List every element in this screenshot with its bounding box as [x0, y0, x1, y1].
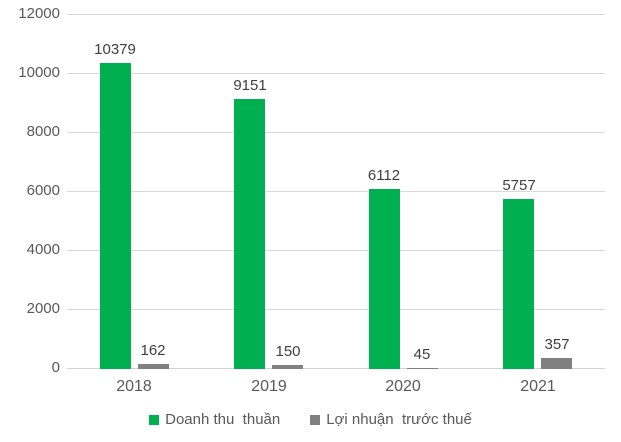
y-axis-tick-label: 4000 [26, 241, 60, 258]
bar-series1-2018 [100, 63, 131, 369]
y-axis-tick-label: 8000 [26, 123, 60, 140]
gridline-8000 [67, 132, 605, 133]
y-axis-tick-label: 2000 [26, 300, 60, 317]
legend-label-series1: Doanh thu thuần [165, 411, 281, 428]
legend-swatch-series2 [310, 414, 321, 425]
data-label-series2-2019: 150 [275, 343, 301, 360]
gridline-2000 [67, 309, 605, 310]
bar-series1-2021 [503, 199, 534, 369]
legend-swatch-series1 [149, 414, 160, 425]
x-axis-label-2021: 2021 [520, 378, 556, 395]
data-label-series2-2021: 357 [544, 336, 570, 353]
data-label-series2-2018: 162 [140, 342, 166, 359]
data-label-series1-2019: 9151 [233, 77, 267, 94]
bar-series1-2020 [369, 189, 400, 369]
y-axis-tick-label: 6000 [26, 182, 60, 199]
legend-item-series1: Doanh thu thuần [149, 411, 280, 428]
y-axis-tick-label: 12000 [18, 5, 60, 22]
y-axis-tick-label: 10000 [18, 64, 60, 81]
x-axis-label-2018: 2018 [116, 378, 152, 395]
bar-series2-2021 [541, 358, 572, 369]
bar-series2-2020 [407, 368, 438, 369]
data-label-series1-2018: 10379 [94, 41, 136, 58]
legend-item-series2: Lợi nhuận trước thuế [310, 411, 472, 428]
bar-series2-2018 [138, 364, 169, 369]
data-label-series2-2020: 45 [413, 346, 431, 363]
gridline-4000 [67, 250, 605, 251]
gridline-12000 [67, 14, 605, 15]
x-axis-label-2019: 2019 [251, 378, 287, 395]
x-axis-label-2020: 2020 [385, 378, 421, 395]
data-label-series1-2020: 6112 [367, 167, 401, 184]
bar-series1-2019 [234, 99, 265, 369]
bar-series2-2019 [272, 365, 303, 369]
gridline-10000 [67, 73, 605, 74]
chart-legend: Doanh thu thuần Lợi nhuận trước thuế [0, 411, 621, 428]
legend-label-series2: Lợi nhuận trước thuế [326, 411, 472, 428]
x-axis-line [67, 368, 605, 369]
data-label-series1-2021: 5757 [502, 177, 536, 194]
gridline-6000 [67, 191, 605, 192]
y-axis-tick-label: 0 [51, 359, 60, 376]
